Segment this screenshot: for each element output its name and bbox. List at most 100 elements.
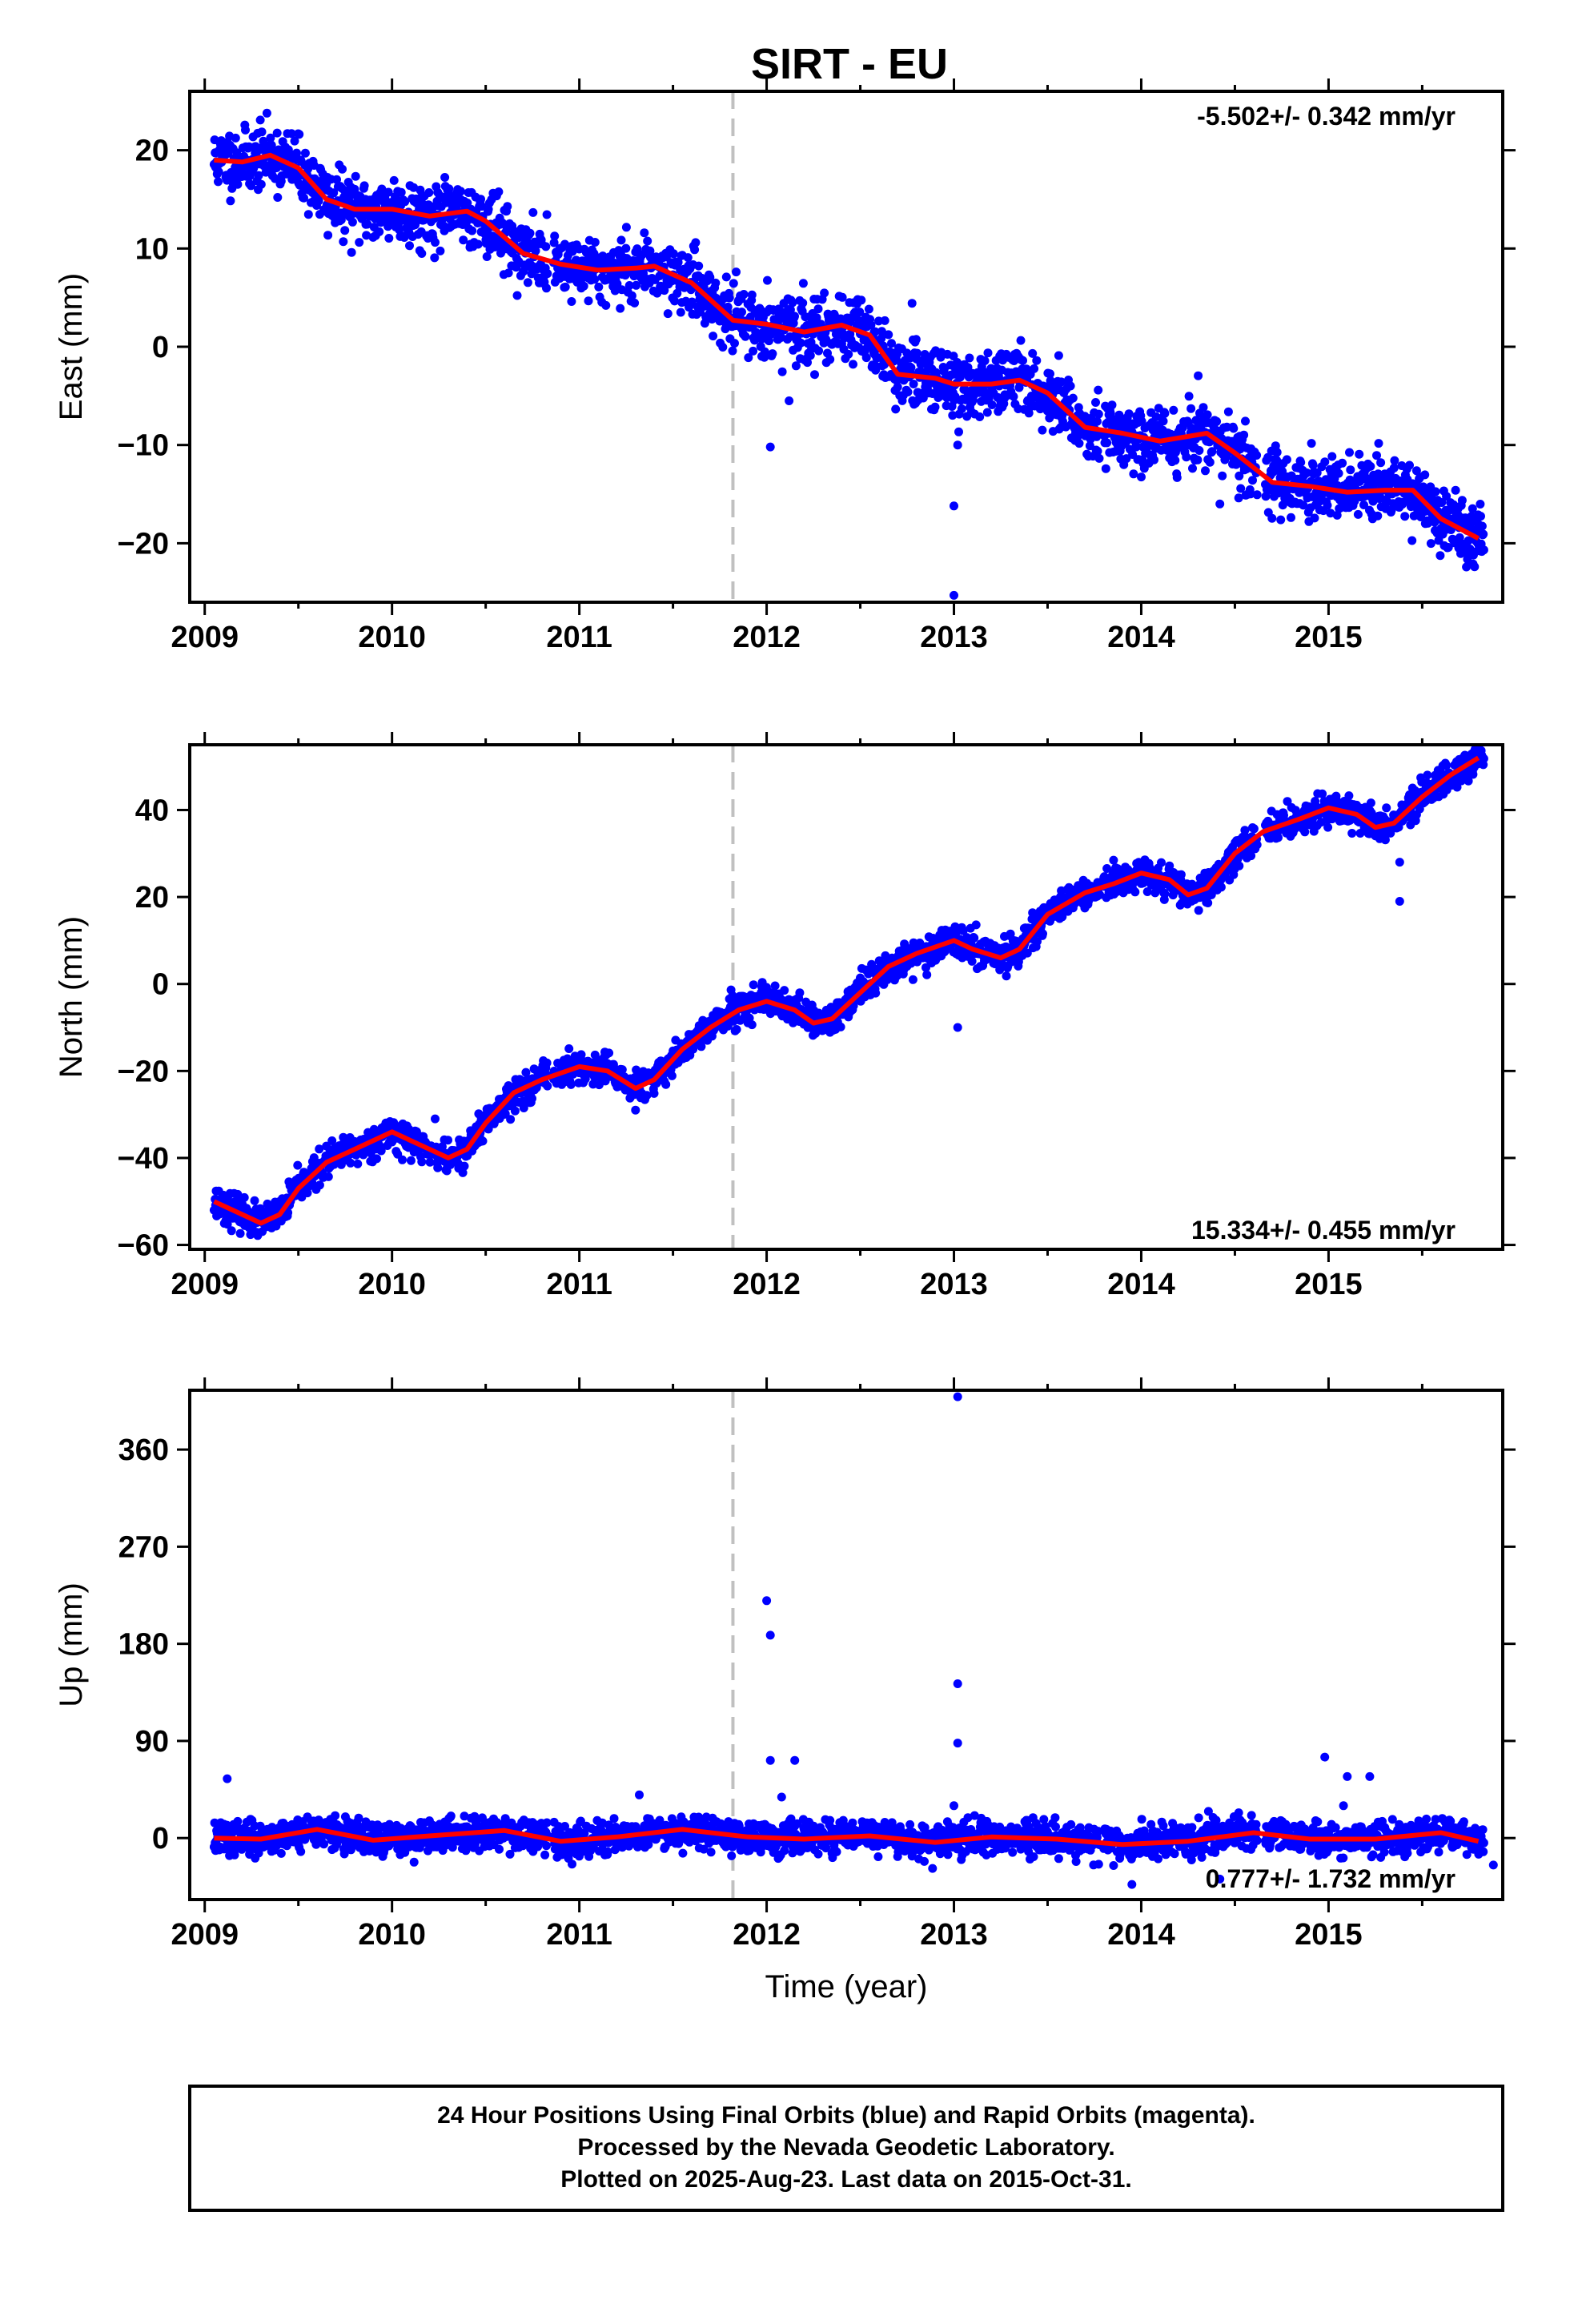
- data-point: [372, 1154, 381, 1164]
- data-point: [488, 231, 497, 241]
- data-point: [362, 231, 371, 240]
- data-point: [1160, 408, 1170, 418]
- data-point: [389, 175, 399, 185]
- data-point: [795, 988, 805, 998]
- data-point: [680, 283, 689, 292]
- data-point: [1437, 498, 1447, 507]
- data-point: [908, 975, 917, 984]
- data-point: [1479, 529, 1488, 539]
- data-point: [1165, 861, 1174, 870]
- data-point: [790, 312, 799, 321]
- data-point: [643, 236, 652, 246]
- data-point: [820, 288, 829, 298]
- data-point: [339, 237, 348, 247]
- data-point: [1457, 496, 1467, 505]
- data-point: [881, 951, 890, 960]
- data-point: [590, 275, 600, 284]
- data-point: [1172, 472, 1182, 482]
- x-tick-label: 2015: [1295, 1268, 1363, 1301]
- data-point: [1188, 464, 1197, 473]
- data-point: [462, 214, 472, 223]
- data-point: [564, 1044, 574, 1053]
- data-point: [730, 339, 739, 348]
- data-point: [1248, 476, 1257, 485]
- data-point: [1462, 562, 1472, 572]
- data-point: [747, 290, 757, 300]
- data-point: [844, 349, 853, 359]
- data-point: [970, 933, 979, 943]
- data-point: [1107, 400, 1117, 410]
- data-point: [332, 175, 341, 184]
- data-point: [1137, 416, 1146, 426]
- data-point: [503, 202, 512, 211]
- data-point: [417, 249, 427, 258]
- data-point: [355, 238, 364, 247]
- data-point: [1477, 521, 1487, 531]
- data-point: [444, 1136, 452, 1145]
- x-tick-label: 2013: [920, 1268, 988, 1301]
- data-point: [1308, 460, 1318, 470]
- data-point: [227, 1226, 236, 1236]
- data-point: [1374, 439, 1383, 448]
- data-point: [384, 234, 394, 243]
- east-data-layer: [209, 91, 1488, 602]
- data-point: [1318, 789, 1327, 798]
- data-point: [616, 304, 625, 313]
- x-tick-label: 2014: [1107, 621, 1175, 654]
- data-point: [1101, 464, 1110, 473]
- data-point: [747, 1020, 757, 1030]
- data-point: [1380, 835, 1390, 845]
- data-point: [1066, 381, 1075, 391]
- data-point: [1235, 471, 1244, 480]
- data-point: [1247, 851, 1256, 861]
- data-point: [521, 1068, 531, 1077]
- data-point: [1405, 460, 1414, 470]
- x-tick-label: 2013: [920, 621, 988, 654]
- x-tick-label: 2014: [1107, 1268, 1175, 1301]
- data-point: [543, 1081, 552, 1091]
- data-point: [1476, 512, 1485, 521]
- data-point: [763, 275, 772, 285]
- east-panel: 2009 2010 2011 2012 2013 2014 2015−20−1001020 …: [54, 78, 1516, 654]
- data-point: [1109, 855, 1118, 865]
- data-point: [745, 1013, 754, 1023]
- data-point: [468, 226, 477, 235]
- data-point: [1419, 482, 1428, 492]
- data-point: [1332, 510, 1342, 520]
- north-daily-points: [209, 745, 1488, 1240]
- data-point: [728, 991, 737, 1000]
- data-point: [1231, 460, 1241, 469]
- data-point: [267, 140, 276, 150]
- data-point: [1431, 487, 1440, 497]
- data-point: [1032, 356, 1042, 365]
- data-point: [617, 1065, 627, 1075]
- data-point: [749, 346, 758, 356]
- data-point: [523, 278, 532, 287]
- data-point: [1426, 539, 1435, 549]
- data-point: [395, 225, 404, 235]
- data-point: [1310, 513, 1319, 523]
- data-point: [1240, 826, 1250, 835]
- data-point: [855, 308, 865, 317]
- data-point: [1229, 424, 1239, 433]
- data-point: [347, 247, 356, 257]
- data-point: [732, 267, 741, 277]
- data-point: [610, 286, 620, 296]
- data-point: [1234, 493, 1243, 503]
- data-point: [1387, 505, 1396, 515]
- data-point: [687, 297, 697, 307]
- data-point: [351, 171, 360, 181]
- data-point: [983, 348, 993, 358]
- data-point: [1158, 416, 1168, 426]
- data-point: [903, 388, 913, 396]
- data-point: [376, 1146, 386, 1156]
- data-point: [798, 279, 808, 288]
- data-point: [741, 332, 750, 341]
- data-point: [836, 1022, 845, 1031]
- data-point: [729, 279, 738, 288]
- data-point: [314, 196, 323, 206]
- data-point: [711, 278, 721, 287]
- north-panel: 2009 2010 2011 2012 2013 2014 2015−60−40−20020…: [54, 732, 1516, 1301]
- data-point: [1423, 770, 1432, 780]
- data-point: [1006, 929, 1015, 939]
